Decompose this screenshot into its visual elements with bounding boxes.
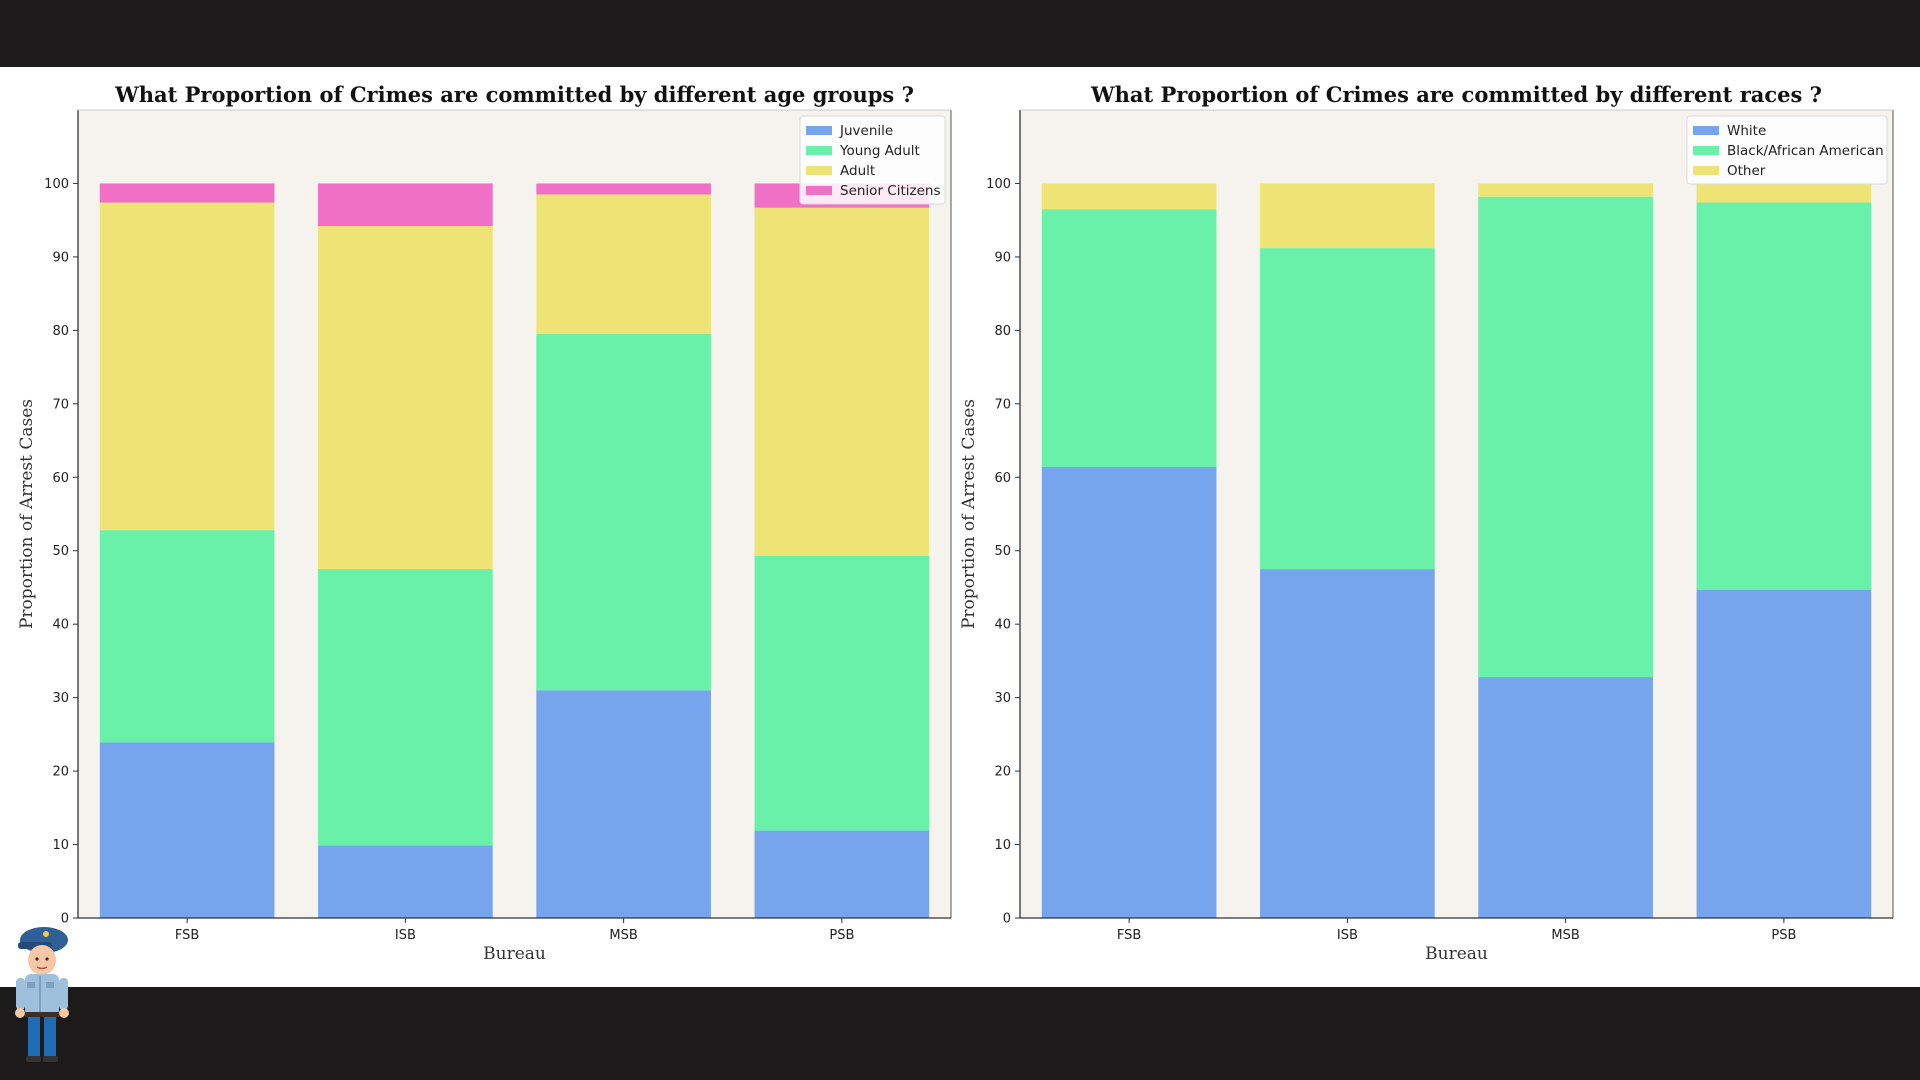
legend-swatch: [806, 166, 832, 175]
legend-swatch: [806, 186, 832, 195]
chart-1: What Proportion of Crimes are committed …: [17, 82, 952, 964]
bar-fsb-adult: [99, 202, 275, 531]
bar-msb-other: [1478, 183, 1653, 197]
x-tick-label: ISB: [395, 928, 416, 943]
chart-title: What Proportion of Crimes are committed …: [1090, 82, 1822, 107]
legend-label: Adult: [840, 163, 875, 179]
chart-title: What Proportion of Crimes are committed …: [114, 82, 914, 107]
y-tick-label: 80: [52, 324, 69, 339]
bar-msb-black-african-american: [1478, 196, 1653, 678]
bar-fsb-other: [1041, 183, 1217, 210]
y-tick-label: 50: [994, 544, 1011, 559]
y-tick-label: 0: [61, 912, 69, 927]
x-tick-label: MSB: [609, 928, 637, 943]
bar-isb-juvenile: [318, 845, 493, 918]
y-tick-label: 70: [52, 397, 69, 412]
x-axis-label: Bureau: [1425, 944, 1488, 964]
bar-fsb-black-african-american: [1041, 209, 1217, 467]
legend-label: Juvenile: [839, 123, 893, 139]
legend: White Black/African American Other: [1686, 115, 1888, 185]
x-tick-label: PSB: [1771, 928, 1796, 943]
bar-isb-other: [1260, 183, 1435, 249]
x-tick-label: FSB: [175, 928, 199, 943]
bar-psb-white: [1696, 589, 1872, 918]
bar-msb-young-adult: [536, 334, 711, 691]
chart-2: What Proportion of Crimes are committed …: [959, 82, 1894, 964]
bar-isb-black-african-american: [1260, 248, 1435, 570]
x-tick-label: MSB: [1551, 928, 1579, 943]
legend-label: Other: [1727, 163, 1766, 179]
x-tick-label: ISB: [1337, 928, 1358, 943]
y-axis-label: Proportion of Arrest Cases: [17, 399, 37, 629]
y-tick-label: 40: [52, 618, 69, 633]
legend-swatch: [806, 126, 832, 135]
legend-swatch: [1693, 166, 1719, 175]
y-tick-label: 100: [44, 177, 69, 192]
y-tick-label: 20: [52, 765, 69, 780]
y-tick-label: 30: [994, 691, 1011, 706]
legend-label: Young Adult: [839, 143, 920, 159]
y-axis-label: Proportion of Arrest Cases: [959, 399, 979, 629]
bar-msb-juvenile: [536, 690, 711, 918]
legend-swatch: [806, 146, 832, 155]
y-tick-label: 90: [52, 250, 69, 265]
charts-canvas: What Proportion of Crimes are committed …: [17, 82, 1894, 964]
y-tick-label: 100: [986, 177, 1011, 192]
legend-box: [799, 115, 946, 205]
y-tick-label: 0: [1003, 912, 1011, 927]
bar-isb-adult: [318, 226, 493, 570]
bar-isb-young-adult: [318, 569, 493, 846]
bar-psb-other: [1696, 183, 1872, 203]
y-tick-label: 10: [52, 838, 69, 853]
bar-psb-young-adult: [754, 555, 930, 831]
legend-swatch: [1693, 146, 1719, 155]
legend-box: [1686, 115, 1888, 185]
legend-label: Senior Citizens: [840, 183, 941, 199]
y-tick-label: 50: [52, 544, 69, 559]
x-tick-label: FSB: [1117, 928, 1141, 943]
legend-swatch: [1693, 126, 1719, 135]
x-tick-label: PSB: [829, 928, 854, 943]
bar-fsb-white: [1041, 466, 1217, 918]
y-tick-label: 20: [994, 765, 1011, 780]
bar-msb-senior-citizens: [536, 183, 711, 195]
bar-isb-white: [1260, 569, 1435, 918]
y-tick-label: 90: [994, 250, 1011, 265]
legend: Juvenile Young Adult Adult Senior Citizens: [799, 115, 946, 205]
bar-fsb-juvenile: [99, 742, 275, 918]
bar-psb-juvenile: [754, 830, 930, 918]
bar-fsb-young-adult: [99, 530, 275, 743]
y-tick-label: 70: [994, 397, 1011, 412]
police-officer-icon: [15, 927, 69, 1062]
y-tick-label: 60: [52, 471, 69, 486]
bar-msb-white: [1478, 677, 1653, 918]
legend-label: White: [1727, 123, 1766, 139]
legend-label: Black/African American: [1727, 143, 1884, 159]
y-tick-label: 30: [52, 691, 69, 706]
y-tick-label: 80: [994, 324, 1011, 339]
x-axis-label: Bureau: [483, 944, 546, 964]
bar-isb-senior-citizens: [318, 183, 493, 227]
bar-fsb-senior-citizens: [99, 183, 275, 203]
slide-content: What Proportion of Crimes are committed …: [0, 67, 1920, 987]
bar-msb-adult: [536, 194, 711, 335]
bar-psb-adult: [754, 207, 930, 556]
y-tick-label: 10: [994, 838, 1011, 853]
y-tick-label: 40: [994, 618, 1011, 633]
y-tick-label: 60: [994, 471, 1011, 486]
bar-psb-black-african-american: [1696, 202, 1872, 590]
